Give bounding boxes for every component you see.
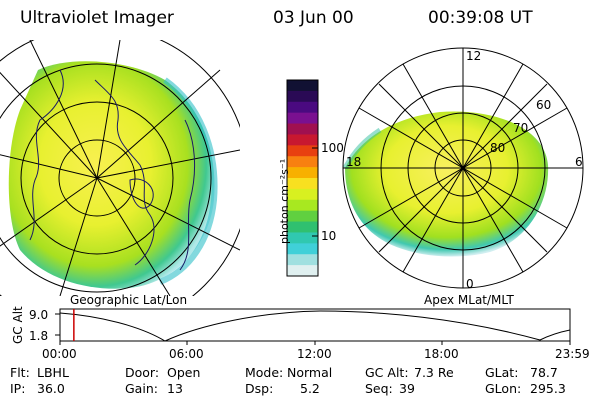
time-label: 00:39:08 UT	[428, 8, 533, 28]
mlt-label-12: 12	[466, 49, 481, 63]
gain-value: 13	[167, 381, 183, 396]
colorbar-segment	[287, 232, 318, 244]
colorbar-segment	[287, 134, 318, 146]
ip-value: 36.0	[37, 381, 65, 396]
left-caption: Geographic Lat/Lon	[70, 293, 187, 307]
colorbar	[286, 79, 319, 277]
glon-value: 295.3	[530, 381, 566, 396]
door-label: Door:	[125, 365, 160, 380]
glon-label: GLon:	[485, 381, 522, 396]
dsp-value: 5.2	[300, 381, 320, 396]
altitude-xtick-0: 00:00	[42, 347, 77, 361]
right-caption: Apex MLat/MLT	[424, 293, 514, 307]
lat-label-80: 80	[490, 141, 505, 155]
polar-panel	[342, 47, 584, 289]
altitude-xtick-4: 23:59	[555, 347, 590, 361]
colorbar-segment	[287, 199, 318, 212]
altitude-ylabel: GC Alt	[11, 306, 25, 344]
gcalt-value: 7.3 Re	[414, 365, 454, 380]
door-value: Open	[167, 365, 201, 380]
colorbar-segment	[287, 210, 318, 223]
mlt-label-6: 6	[575, 155, 583, 169]
altitude-ytick-bottom: 1.8	[29, 329, 48, 343]
colorbar-label: photon cm⁻²s⁻¹	[278, 159, 291, 244]
mlt-label-18: 18	[346, 155, 361, 169]
colorbar-segment	[287, 90, 318, 103]
colorbar-segment	[287, 243, 318, 255]
mlt-label-0: 0	[466, 277, 474, 291]
dsp-label: Dsp:	[245, 381, 274, 396]
altitude-curve	[59, 310, 571, 342]
colorbar-segment	[287, 112, 318, 125]
aurora-edge-left	[158, 77, 218, 285]
altitude-xtick-2: 12:00	[297, 347, 332, 361]
altitude-plot	[55, 308, 571, 345]
instrument-title: Ultraviolet Imager	[20, 8, 174, 28]
colorbar-segment	[287, 178, 318, 190]
seq-value: 39	[399, 381, 415, 396]
filter-value: LBHL	[37, 365, 69, 380]
lat-label-60: 60	[536, 98, 551, 112]
colorbar-segment	[287, 123, 318, 135]
coastlines	[29, 69, 196, 271]
altitude-xtick-3: 18:00	[424, 347, 459, 361]
colorbar-tick-100: 100	[321, 141, 344, 155]
glat-value: 78.7	[530, 365, 558, 380]
altitude-xtick-1: 06:00	[169, 347, 204, 361]
date-label: 03 Jun 00	[273, 8, 354, 28]
ip-label: IP:	[10, 381, 26, 396]
mode-value: Normal	[287, 365, 333, 380]
colorbar-segment	[287, 265, 318, 277]
colorbar-segment	[287, 80, 318, 92]
lat-label-70: 70	[513, 121, 528, 135]
gcalt-label: GC Alt:	[365, 365, 409, 380]
colorbar-segment	[287, 221, 318, 233]
colorbar-frame	[286, 79, 319, 277]
altitude-ytick-top: 9.0	[29, 308, 48, 322]
geographic-panel	[0, 40, 240, 296]
seq-label: Seq:	[365, 381, 393, 396]
glat-label: GLat:	[485, 365, 519, 380]
colorbar-segment	[287, 167, 318, 179]
colorbar-segment	[287, 101, 318, 114]
colorbar-segment	[287, 254, 318, 266]
colorbar-segment	[287, 145, 318, 157]
colorbar-segment	[287, 156, 318, 168]
colorbar-segment	[287, 188, 318, 201]
gain-label: Gain:	[125, 381, 158, 396]
filter-label: Flt:	[10, 365, 30, 380]
colorbar-tick-10: 10	[321, 229, 336, 243]
mode-label: Mode:	[245, 365, 284, 380]
